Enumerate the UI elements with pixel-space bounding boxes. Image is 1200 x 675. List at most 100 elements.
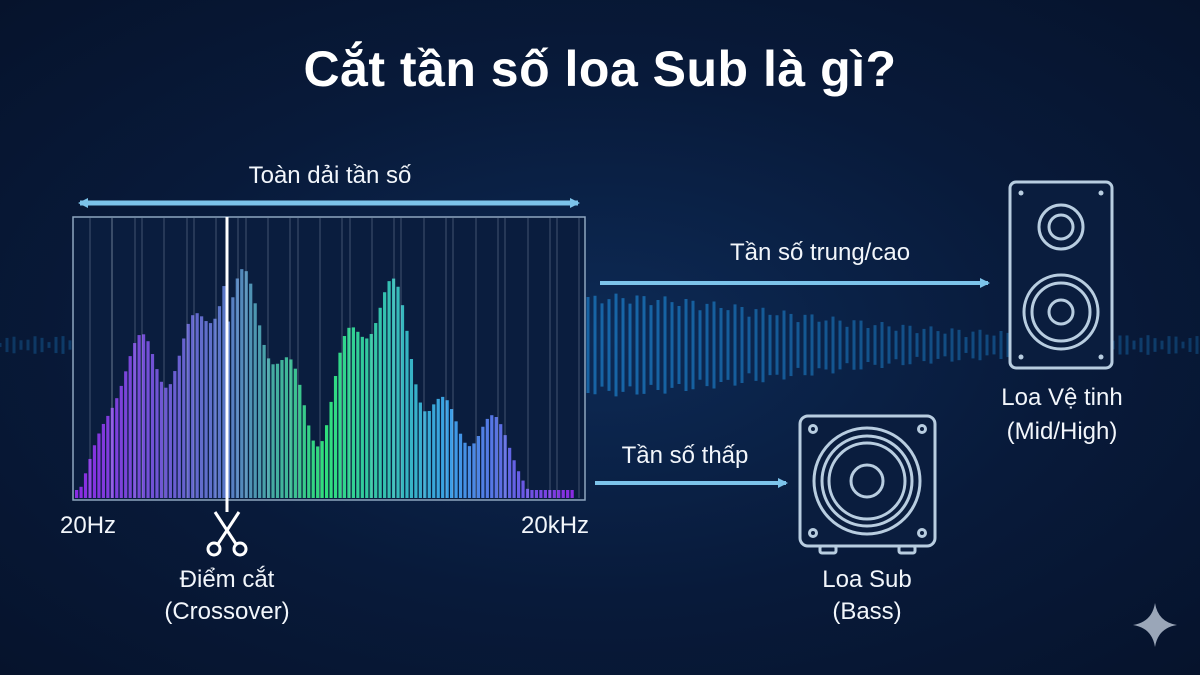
spectrum-bar bbox=[566, 490, 570, 498]
spectrum-bar bbox=[467, 446, 472, 498]
full-range-label: Toàn dải tần số bbox=[248, 162, 412, 189]
spectrum-bar bbox=[333, 376, 338, 498]
spectrum-bar bbox=[450, 409, 454, 498]
spectrum-bar bbox=[441, 396, 445, 498]
spectrum-bar bbox=[463, 442, 467, 498]
spectrum-bar bbox=[92, 445, 97, 498]
spectrum-bar bbox=[369, 333, 373, 498]
spectrum-bar bbox=[137, 335, 141, 498]
spectrum-bar bbox=[101, 423, 105, 498]
spectrum-bar bbox=[347, 327, 351, 498]
page-title: Cắt tần số loa Sub là gì? bbox=[303, 41, 897, 97]
spectrum-bar bbox=[208, 323, 213, 498]
spectrum-bar bbox=[427, 410, 431, 498]
spectrum-bar bbox=[570, 490, 574, 498]
spectrum-bar bbox=[445, 400, 449, 498]
spectrum-bar bbox=[275, 363, 280, 498]
spectrum-bar bbox=[124, 371, 128, 498]
spectrum-bar bbox=[177, 355, 181, 498]
spectrum-bar bbox=[423, 411, 427, 498]
spectrum-bar bbox=[222, 286, 226, 498]
spectrum-bar bbox=[325, 425, 329, 498]
spectrum-bar bbox=[329, 401, 333, 498]
spectrum-bar bbox=[79, 486, 83, 498]
spectrum-bar bbox=[110, 407, 114, 498]
subwoofer-sublabel: (Bass) bbox=[832, 598, 902, 625]
spectrum-bar bbox=[115, 398, 119, 498]
spectrum-bar bbox=[432, 404, 436, 498]
crossover-sublabel: (Crossover) bbox=[164, 598, 290, 625]
spectrum-bar bbox=[316, 446, 320, 498]
spectrum-bar bbox=[298, 384, 302, 498]
low-frequency-label: Tần số thấp bbox=[621, 442, 749, 469]
spectrum-bar bbox=[539, 490, 543, 498]
spectrum-bar bbox=[499, 424, 503, 498]
spectrum-bar bbox=[458, 433, 463, 498]
spectrum-bar bbox=[360, 336, 364, 498]
spectrum-bar bbox=[240, 269, 244, 498]
spectrum-bar bbox=[231, 297, 235, 498]
spectrum-bar bbox=[374, 323, 378, 498]
spectrum-bar bbox=[320, 441, 324, 498]
spectrum-bar bbox=[436, 398, 440, 498]
sparkle-icon bbox=[1133, 603, 1177, 647]
spectrum-bar bbox=[195, 313, 199, 498]
spectrum-bar bbox=[191, 315, 195, 498]
spectrum-bar bbox=[414, 384, 418, 498]
spectrum-bar bbox=[97, 433, 101, 498]
spectrum-bar bbox=[280, 360, 284, 498]
spectrum-bar bbox=[400, 305, 405, 498]
subwoofer-label: Loa Sub bbox=[822, 566, 912, 593]
spectrum-bar bbox=[512, 460, 516, 498]
satellite-speaker-label: Loa Vệ tinh bbox=[1001, 384, 1123, 411]
spectrum-bar bbox=[168, 384, 172, 498]
spectrum-bar bbox=[150, 354, 155, 498]
spectrum-bar bbox=[405, 330, 409, 498]
spectrum-bar bbox=[217, 306, 222, 498]
spectrum-bar bbox=[418, 402, 422, 498]
spectrum-bar bbox=[128, 356, 132, 498]
high-frequency-label: Tần số trung/cao bbox=[729, 239, 911, 266]
spectrum-bar bbox=[387, 281, 391, 498]
spectrum-bar bbox=[83, 473, 88, 498]
spectrum-bar bbox=[155, 369, 159, 498]
spectrum-bar bbox=[173, 371, 177, 498]
spectrum-bar bbox=[146, 341, 150, 498]
spectrum-bar bbox=[213, 318, 217, 498]
spectrum-bar bbox=[481, 426, 485, 498]
spectrum-bar bbox=[378, 307, 382, 498]
spectrum-bar bbox=[557, 490, 561, 498]
spectrum-bar bbox=[530, 490, 534, 498]
spectrum-bar bbox=[543, 490, 547, 498]
spectrum-bar bbox=[182, 338, 186, 498]
spectrum-bar bbox=[490, 415, 494, 498]
spectrum-bar bbox=[159, 381, 164, 498]
spectrum-bar bbox=[106, 415, 110, 498]
spectrum-bar bbox=[293, 368, 297, 498]
spectrum-bar bbox=[235, 278, 239, 498]
spectrum-bar bbox=[454, 421, 458, 498]
spectrum-bar bbox=[552, 490, 556, 498]
spectrum-bar bbox=[525, 488, 530, 498]
spectrum-bar bbox=[133, 343, 137, 498]
spectrum-bar bbox=[516, 471, 521, 498]
max-frequency-label: 20kHz bbox=[521, 512, 590, 539]
spectrum-bar bbox=[409, 359, 414, 498]
spectrum-bar bbox=[75, 490, 79, 498]
spectrum-bar bbox=[561, 490, 565, 498]
scissors-icon bbox=[206, 511, 248, 557]
spectrum-bar bbox=[391, 278, 396, 498]
spectrum-bar bbox=[383, 292, 387, 498]
spectrum-bar bbox=[494, 417, 498, 498]
spectrum-bar bbox=[271, 364, 275, 498]
spectrum-bar bbox=[186, 323, 190, 498]
spectrum-bar bbox=[365, 338, 369, 498]
spectrum-bar bbox=[200, 316, 204, 498]
spectrum-bar bbox=[476, 435, 480, 498]
crossover-label: Điểm cắt bbox=[179, 566, 275, 593]
spectrum-bar bbox=[472, 443, 476, 498]
spectrum-bar bbox=[508, 447, 512, 498]
spectrum-bar bbox=[284, 357, 289, 498]
spectrum-bar bbox=[521, 480, 525, 498]
